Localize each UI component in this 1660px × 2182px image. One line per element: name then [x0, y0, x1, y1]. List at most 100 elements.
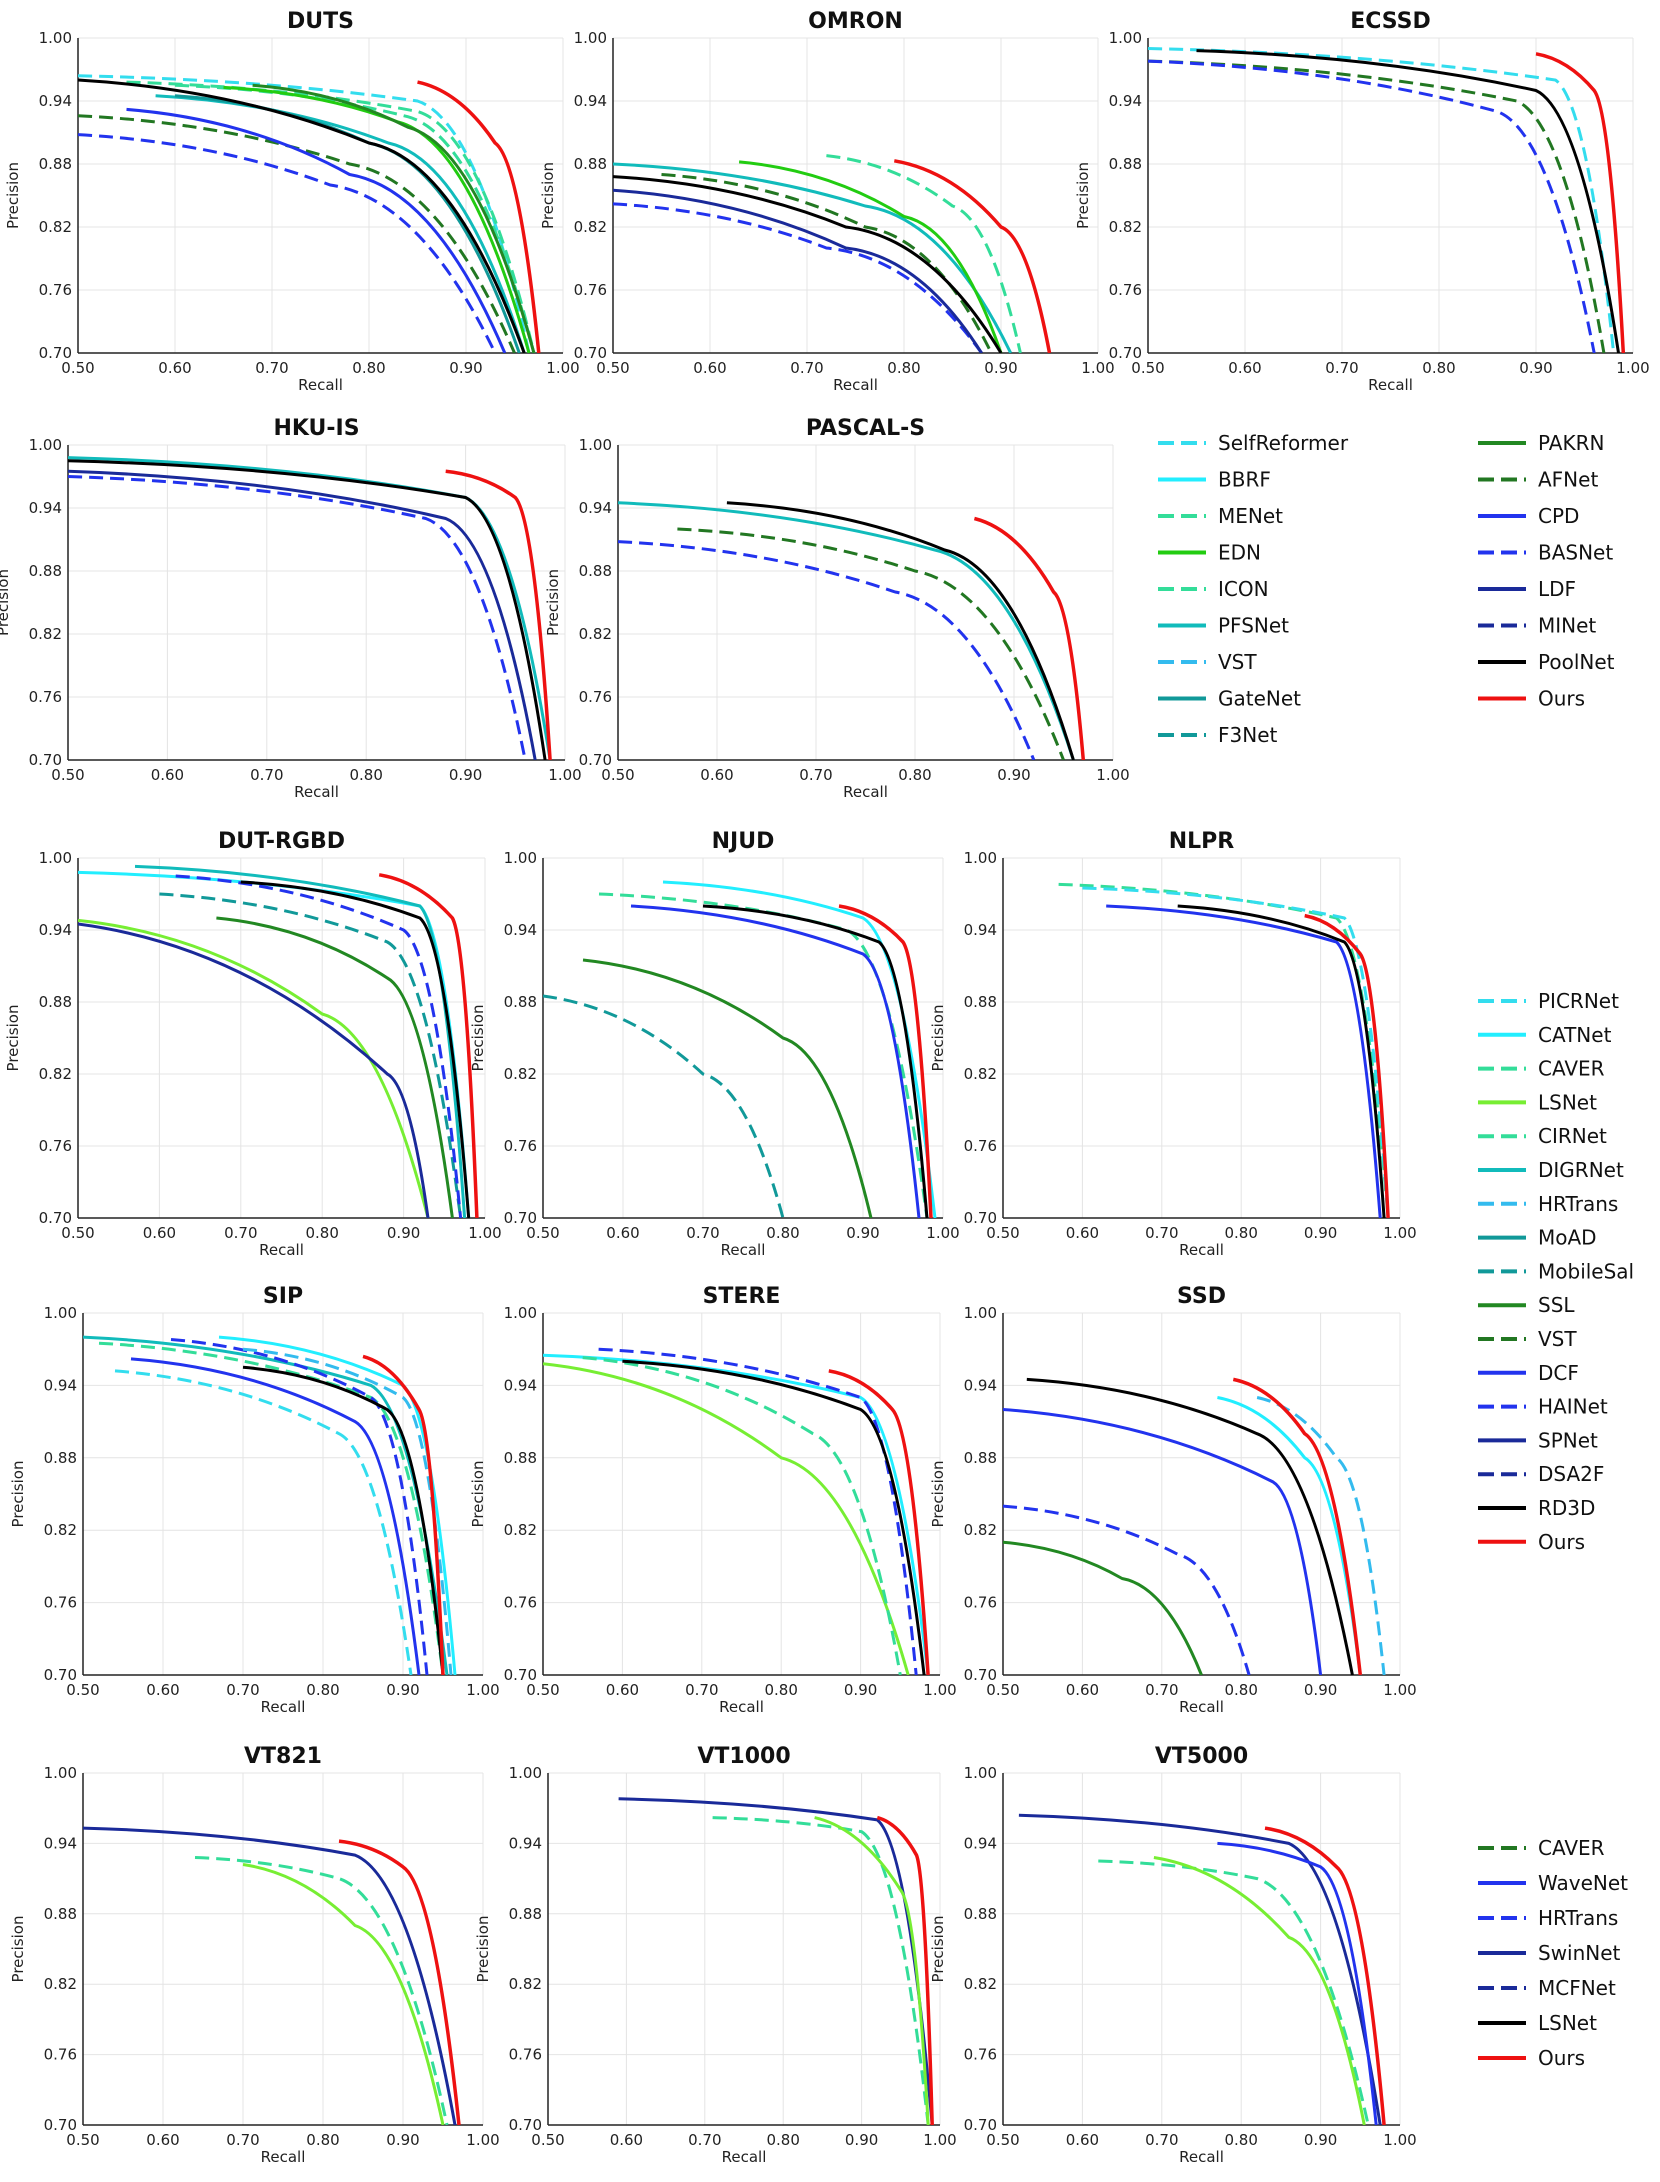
- series-line-dcf: [1106, 904, 1382, 1218]
- series-line-wavenet: [1217, 1841, 1378, 2125]
- x-tick-label: 0.90: [449, 359, 482, 377]
- x-tick-label: 0.70: [1325, 359, 1358, 377]
- series-line-rd3d: [622, 1359, 926, 1675]
- series-line-icon: [826, 154, 1022, 353]
- x-tick-label: 0.70: [799, 766, 832, 784]
- plot-area: [543, 858, 943, 1218]
- x-tick-label: 0.70: [686, 1224, 719, 1242]
- y-tick-label: 0.88: [44, 1449, 77, 1467]
- x-tick-label: 0.80: [306, 1681, 339, 1699]
- legend-item-vst: VST: [1218, 650, 1257, 674]
- y-tick-label: 0.94: [44, 1376, 77, 1394]
- x-axis-label: Recall: [261, 2148, 306, 2166]
- x-axis-label: Recall: [1368, 376, 1413, 394]
- legend-item-ssl: SSL: [1538, 1293, 1575, 1317]
- y-tick-label: 0.76: [964, 1594, 997, 1612]
- y-tick-label: 1.00: [39, 29, 72, 47]
- legend-item-dcf: DCF: [1538, 1361, 1579, 1385]
- plot-area: [78, 38, 563, 353]
- y-axis-label: Precision: [0, 569, 12, 636]
- chart-ecssd: 0.50 0.60 0.70 0.80 0.90 1.00 1.00 0.94 0.88 0.82…: [1074, 9, 1650, 394]
- series-line-swinnet: [83, 1826, 457, 2125]
- x-axis-label: Recall: [843, 783, 888, 801]
- series-line-caver: [712, 1816, 930, 2125]
- series-line-ours: [1232, 1377, 1363, 1675]
- x-tick-label: 0.50: [1131, 359, 1164, 377]
- y-tick-label: 1.00: [964, 1304, 997, 1322]
- y-tick-label: 0.82: [44, 1975, 77, 1993]
- x-tick-label: 0.70: [224, 1224, 257, 1242]
- legend-item-dsa2f: DSA2F: [1538, 1462, 1604, 1486]
- y-tick-label: 1.00: [39, 849, 72, 867]
- x-tick-label: 0.60: [151, 766, 184, 784]
- y-tick-label: 1.00: [504, 1304, 537, 1322]
- x-axis-label: Recall: [719, 1698, 764, 1716]
- series-line-icon: [174, 83, 536, 353]
- y-tick-label: 0.88: [504, 993, 537, 1011]
- chart-title: OMRON: [808, 9, 903, 34]
- x-axis-label: Recall: [721, 1241, 766, 1259]
- series-line-mobilesal: [543, 994, 785, 1218]
- chart-title: VT821: [244, 1744, 322, 1769]
- legend-item-poolnet: PoolNet: [1538, 650, 1615, 674]
- x-tick-label: 0.50: [526, 1681, 559, 1699]
- x-tick-label: 0.60: [1066, 2131, 1099, 2149]
- y-tick-label: 0.88: [44, 1905, 77, 1923]
- y-tick-label: 0.82: [964, 1065, 997, 1083]
- chart-duts: 0.50 0.60 0.70 0.80 0.90 1.00 1.00 0.94 0.88 0.82…: [4, 9, 580, 394]
- x-tick-label: 0.70: [1145, 2131, 1178, 2149]
- x-tick-label: 0.60: [693, 359, 726, 377]
- x-tick-label: 0.80: [887, 359, 920, 377]
- x-tick-label: 0.90: [844, 1681, 877, 1699]
- y-tick-label: 1.00: [44, 1304, 77, 1322]
- series-line-lsnet: [242, 1863, 445, 2125]
- x-tick-label: 0.50: [601, 766, 634, 784]
- y-tick-label: 0.88: [29, 562, 62, 580]
- series-line-dcf: [630, 904, 921, 1218]
- series-line-pfsnet: [613, 162, 1013, 353]
- series-line-ours: [445, 469, 552, 760]
- series-line-lsnet: [543, 1362, 910, 1675]
- x-tick-label: 0.60: [606, 1224, 639, 1242]
- x-tick-label: 0.90: [1519, 359, 1552, 377]
- x-tick-label: 0.70: [250, 766, 283, 784]
- series-line-picrnet: [1082, 886, 1390, 1218]
- x-tick-label: 1.00: [1081, 359, 1114, 377]
- series-line-rd3d: [702, 904, 929, 1218]
- legend-item-mobilesal: MobileSal: [1538, 1259, 1634, 1283]
- x-tick-label: 0.80: [305, 1224, 338, 1242]
- legend-item-cirnet: CIRNet: [1538, 1124, 1607, 1148]
- x-axis-label: Recall: [1179, 2148, 1224, 2166]
- x-tick-label: 0.70: [790, 359, 823, 377]
- y-tick-label: 0.76: [574, 281, 607, 299]
- x-tick-label: 0.70: [685, 1681, 718, 1699]
- series-line-cpd: [126, 107, 507, 353]
- series-line-poolnet: [726, 501, 1075, 760]
- x-tick-label: 0.80: [1224, 1681, 1257, 1699]
- series-line-rd3d: [1026, 1377, 1354, 1675]
- x-tick-label: 0.70: [1145, 1224, 1178, 1242]
- y-tick-label: 0.94: [964, 921, 997, 939]
- y-tick-label: 1.00: [509, 1764, 542, 1782]
- series-line-caver: [98, 1341, 445, 1675]
- series-line-ours: [828, 1369, 930, 1675]
- y-tick-label: 0.76: [39, 281, 72, 299]
- chart-nlpr: 0.50 0.60 0.70 0.80 0.90 1.00 1.00 0.94 0.88 0.82…: [929, 829, 1417, 1259]
- y-tick-label: 0.94: [39, 921, 72, 939]
- legend-item-spnet: SPNet: [1538, 1428, 1598, 1452]
- chart-panels: 0.50 0.60 0.70 0.80 0.90 1.00 1.00 0.94 0.88 0.82…: [0, 9, 1650, 2166]
- y-tick-label: 0.76: [44, 1594, 77, 1612]
- y-tick-label: 0.70: [44, 2116, 77, 2134]
- series-line-caver: [1058, 882, 1390, 1218]
- legend-item-mcfnet: MCFNet: [1538, 1976, 1616, 2000]
- series-line-basnet: [618, 540, 1036, 760]
- chart-dut-rgbd: 0.50 0.60 0.70 0.80 0.90 1.00 1.00 0.94 0.88 0.82…: [4, 829, 502, 1259]
- chart-hku-is: 0.50 0.60 0.70 0.80 0.90 1.00 1.00 0.94 0.88 0.82…: [0, 416, 582, 801]
- x-tick-label: 0.50: [986, 1224, 1019, 1242]
- y-tick-label: 0.70: [579, 751, 612, 769]
- series-group: [78, 74, 541, 353]
- x-tick-label: 0.90: [449, 766, 482, 784]
- legend-item-moad: MoAD: [1538, 1226, 1597, 1250]
- series-line-picrnet: [114, 1369, 413, 1675]
- series-line-catnet: [662, 880, 937, 1218]
